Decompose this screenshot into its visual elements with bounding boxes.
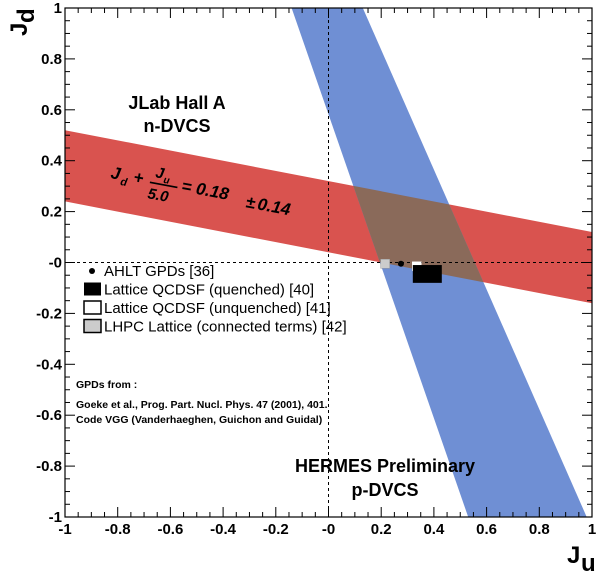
tick-marks (64, 7, 593, 518)
qcdsf-quenched-box (412, 265, 442, 283)
formula-den: 5.0 (146, 185, 170, 206)
y-axis-title: J d (6, 8, 40, 36)
zero-guides (65, 8, 592, 517)
y-tick-label: 0.6 (41, 102, 62, 119)
y-tick-label: -0.2 (36, 305, 62, 322)
x-axis-title-main: J (567, 542, 580, 569)
y-axis-title-main: J (6, 23, 33, 36)
x-tick-label: -1 (58, 521, 71, 538)
y-tick-label: -0.8 (36, 458, 62, 475)
y-tick-label: -0.4 (36, 356, 63, 373)
legend-marker-white (83, 300, 102, 315)
legend-marker-grey (83, 318, 102, 334)
formula-pm: ± (244, 192, 257, 213)
formula-fraction-bar (149, 181, 178, 189)
formula-jd-sub: d (119, 176, 128, 189)
legend-marker-dot (89, 268, 95, 274)
y-tick-label: 1 (54, 0, 62, 17)
legend-label: Lattice QCDSF (quenched) [40] (104, 282, 314, 299)
legend-label: AHLT GPDs [36] (104, 263, 214, 280)
tick-labels: -1 -0.8 -0.6 -0.4 -0.2 -0 0.2 0.4 0.6 0.8 1 -1 -0.8 -… (36, 0, 596, 538)
gpd-note-line3: Code VGG (Vanderhaeghen, Guichon and Gui… (76, 414, 322, 426)
y-tick-label: -1 (49, 509, 62, 526)
gpd-note-line1: GPDs from : (76, 379, 137, 391)
legend-marker-black (84, 282, 101, 296)
hermes-label-line2: p-DVCS (352, 480, 419, 500)
gpd-source-note: GPDs from : Goeke et al., Prog. Part. Nu… (76, 379, 328, 426)
y-tick-label: -0.6 (36, 407, 62, 424)
data-points (380, 259, 442, 283)
jlab-annotation: JLab Hall A n-DVCS (128, 93, 225, 136)
y-axis-title-sub: d (13, 8, 40, 23)
ahlt-gpd-point (397, 260, 404, 267)
hermes-annotation: HERMES Preliminary p-DVCS (295, 456, 475, 500)
x-axis-title-sub: u (581, 550, 596, 577)
band-formula: J d + J u 5.0 = 0.18 ± 0.14 (109, 163, 292, 219)
x-tick-label: 0.2 (371, 521, 392, 538)
x-tick-label: 0.4 (423, 521, 445, 538)
formula-jd: J (109, 163, 122, 184)
x-tick-label: -0 (322, 521, 335, 538)
jlab-label-line1: JLab Hall A (128, 93, 225, 113)
gpd-note-line2: Goeke et al., Prog. Part. Nucl. Phys. 47… (76, 399, 328, 411)
x-tick-label: 1 (588, 521, 596, 538)
y-tick-label: 0.8 (41, 51, 62, 68)
legend-label: LHPC Lattice (connected terms) [42] (104, 319, 347, 336)
formula-num: J (154, 164, 166, 182)
x-tick-label: -0.4 (210, 521, 237, 538)
y-tick-label: 0.2 (41, 204, 62, 221)
legend-label: Lattice QCDSF (unquenched) [41] (104, 300, 331, 317)
formula-plus: + (132, 167, 145, 188)
lhpc-lattice-point (380, 259, 390, 269)
formula-num-sub: u (162, 175, 170, 187)
y-tick-label: -0 (49, 255, 62, 272)
hermes-label-line1: HERMES Preliminary (295, 456, 475, 476)
legend: AHLT GPDs [36] Lattice QCDSF (quenched) [… (83, 263, 347, 336)
x-tick-label: -0.8 (105, 521, 131, 538)
jlab-label-line2: n-DVCS (144, 116, 211, 136)
x-tick-label: -0.2 (263, 521, 289, 538)
x-tick-label: 0.6 (476, 521, 497, 538)
x-tick-label: 0.8 (529, 521, 550, 538)
x-tick-label: -0.6 (157, 521, 183, 538)
y-tick-label: 0.4 (41, 153, 63, 170)
x-axis-title: J u (567, 542, 596, 577)
